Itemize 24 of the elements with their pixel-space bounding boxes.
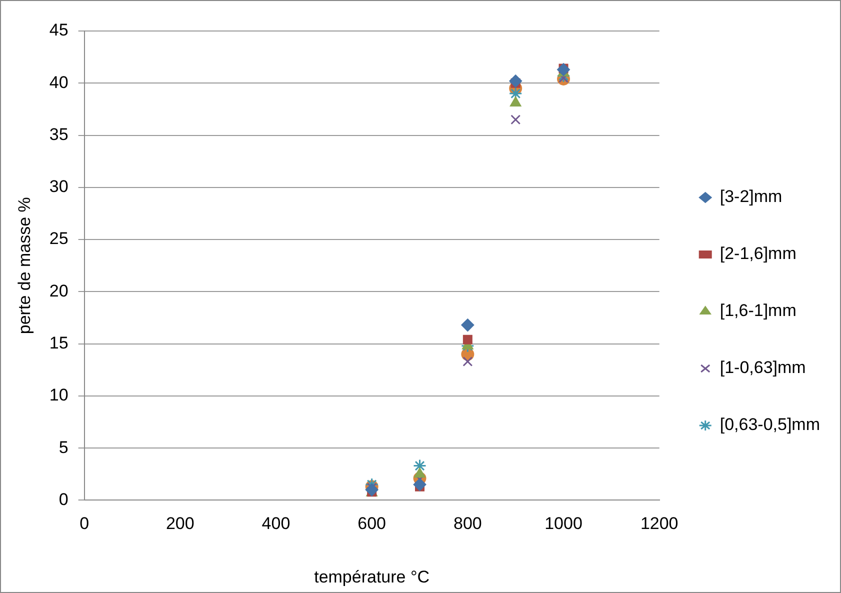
x-tick-label: 200 bbox=[166, 514, 194, 534]
y-tick-label: 25 bbox=[49, 229, 68, 248]
y-tick-label: 5 bbox=[58, 438, 68, 457]
y-tick-label: 35 bbox=[49, 124, 68, 144]
y-tick-label: 45 bbox=[49, 20, 68, 40]
x-tick-label: 600 bbox=[358, 514, 386, 534]
legend-label: [3-2]mm bbox=[720, 187, 782, 206]
x-tick-label: 400 bbox=[262, 514, 290, 534]
legend-label: [0,63-0,5]mm bbox=[720, 415, 820, 434]
legend-label: [2-1,6]mm bbox=[720, 244, 796, 264]
x-tick-label: 0 bbox=[80, 514, 90, 534]
x-tick-label: 1200 bbox=[640, 514, 678, 534]
legend-label: [1,6-1]mm bbox=[720, 301, 796, 320]
y-tick-label: 0 bbox=[58, 490, 68, 509]
y-axis-title: perte de masse % bbox=[14, 197, 34, 334]
legend-label: [1-0,63]mm bbox=[720, 358, 806, 378]
y-tick-label: 15 bbox=[49, 333, 68, 352]
x-tick-label: 1000 bbox=[544, 514, 582, 534]
y-tick-label: 30 bbox=[49, 177, 68, 196]
y-tick-label: 40 bbox=[49, 72, 68, 92]
x-axis-title: température °C bbox=[314, 567, 430, 586]
y-tick-label: 10 bbox=[49, 386, 68, 405]
y-tick-label: 20 bbox=[49, 281, 68, 300]
x-tick-label: 800 bbox=[453, 514, 482, 534]
